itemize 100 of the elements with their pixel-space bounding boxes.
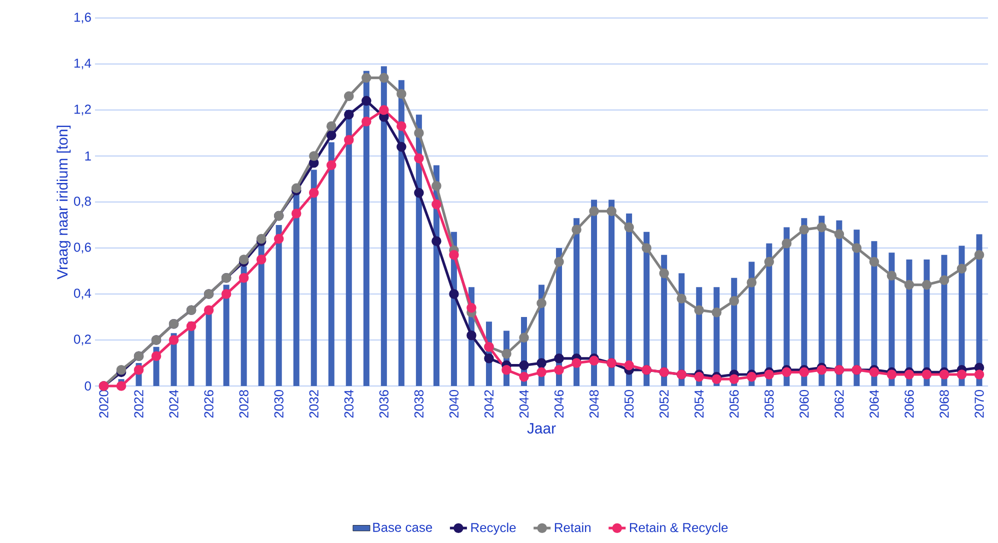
point <box>344 134 354 145</box>
point <box>956 264 967 274</box>
point <box>712 308 722 318</box>
x-tick-label: 2044 <box>519 390 529 418</box>
x-tick-label: 2058 <box>764 390 774 418</box>
x-tick-label: 2070 <box>974 390 984 418</box>
point <box>922 280 932 290</box>
point <box>204 305 214 315</box>
point <box>151 351 162 361</box>
x-tick-label: 2050 <box>624 390 634 418</box>
x-tick-label: 2026 <box>204 390 214 418</box>
point <box>362 72 372 83</box>
point <box>256 254 266 264</box>
point <box>939 370 950 380</box>
point <box>291 208 302 218</box>
point <box>746 278 757 288</box>
point <box>308 151 319 161</box>
point <box>484 354 494 364</box>
point <box>536 298 546 308</box>
x-tick-label: 2024 <box>169 390 178 418</box>
point <box>904 280 914 290</box>
point <box>886 270 897 280</box>
y-axis-title: Vraag naar iridium [ton] <box>56 126 71 280</box>
point <box>432 236 442 246</box>
x-tick-label: 2056 <box>730 390 739 418</box>
point <box>886 370 897 380</box>
point <box>362 116 372 126</box>
point <box>974 250 984 260</box>
legend-label: Retain <box>554 522 590 532</box>
point <box>449 250 459 260</box>
point <box>554 365 564 375</box>
x-tick-label: 2048 <box>589 390 599 418</box>
point <box>379 105 389 115</box>
x-tick-label: 2062 <box>834 390 844 418</box>
point <box>362 96 372 106</box>
y-tick-label: 0 <box>84 381 91 391</box>
x-tick-label: 2042 <box>484 390 494 418</box>
point <box>922 370 932 380</box>
bar <box>363 70 370 386</box>
point <box>834 229 844 240</box>
point <box>326 160 336 170</box>
point <box>536 358 546 368</box>
point <box>396 88 406 99</box>
point <box>116 365 126 375</box>
point <box>344 110 354 120</box>
x-tick-label: 2028 <box>239 390 248 418</box>
point <box>519 332 529 343</box>
point <box>274 234 284 244</box>
point <box>414 153 424 164</box>
point <box>326 121 336 131</box>
legend-label: Retain & Recycle <box>630 522 728 535</box>
point <box>414 188 424 198</box>
point <box>764 256 774 267</box>
point <box>554 354 564 364</box>
x-tick-label: 2046 <box>554 390 564 418</box>
point <box>256 234 266 244</box>
point <box>589 206 599 216</box>
point <box>554 256 564 267</box>
x-tick-label: 2040 <box>449 390 459 418</box>
x-tick-label: 2054 <box>694 390 704 418</box>
x-tick-label: 2060 <box>800 390 809 418</box>
point <box>869 367 880 378</box>
point <box>712 374 722 384</box>
point <box>168 335 179 345</box>
point <box>221 289 232 299</box>
point <box>519 372 529 382</box>
point <box>676 294 686 304</box>
point <box>572 224 582 234</box>
point <box>502 365 512 375</box>
point <box>816 222 827 232</box>
point <box>694 372 704 382</box>
legend-label: Recycle <box>471 522 516 535</box>
y-tick-label: 0,4 <box>74 288 92 300</box>
point <box>606 206 616 216</box>
point <box>904 370 914 380</box>
point <box>746 372 757 382</box>
point <box>466 302 476 313</box>
bar <box>346 110 352 386</box>
point <box>764 370 774 380</box>
x-tick-label: 2052 <box>659 390 669 418</box>
point <box>396 121 406 131</box>
x-tick-label: 2022 <box>134 390 144 418</box>
x-tick-label: 2036 <box>379 390 388 418</box>
y-tick-label: 1 <box>85 152 91 160</box>
x-tick-label: 2032 <box>309 390 318 418</box>
y-tick-label: 1,2 <box>74 104 91 116</box>
point <box>589 356 599 366</box>
point <box>134 365 144 375</box>
point <box>782 238 792 248</box>
x-tick-label: 2068 <box>940 390 949 418</box>
point <box>519 360 529 370</box>
point <box>238 254 249 264</box>
x-tick-label: 2066 <box>904 390 914 418</box>
point <box>432 180 442 191</box>
legend-label: Base case <box>373 522 432 532</box>
bar <box>310 170 317 386</box>
point <box>466 330 476 340</box>
point <box>642 243 652 253</box>
bar <box>293 192 300 386</box>
y-tick-label: 0,2 <box>74 334 91 346</box>
